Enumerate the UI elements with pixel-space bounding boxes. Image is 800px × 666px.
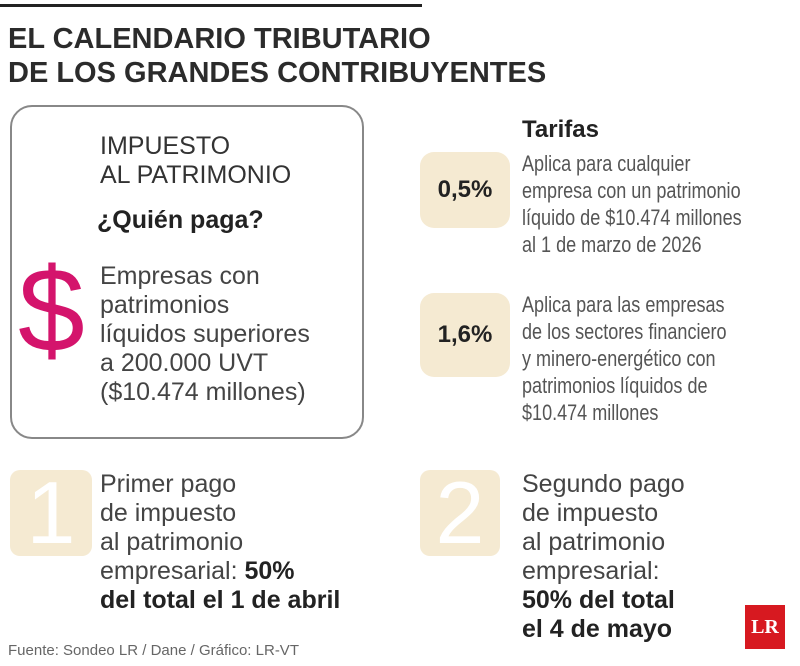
- payment-line: 50% del total: [522, 586, 685, 615]
- text: de impuesto: [522, 499, 659, 527]
- text: de impuesto: [100, 499, 237, 527]
- payment-line: de impuesto: [522, 499, 685, 528]
- description-line: a 200.000 UVT: [100, 349, 269, 377]
- rate-text: Aplica para cualquier empresa con un patr…: [522, 150, 742, 258]
- text: Segundo pago: [522, 470, 685, 498]
- payment-number: 2: [420, 463, 500, 562]
- text: empresarial:: [100, 557, 245, 585]
- payment-number: 1: [10, 463, 92, 562]
- payment-text: Segundo pago de impuesto al patrimonio empr…: [522, 470, 685, 644]
- title-line: DE LOS GRANDES CONTRIBUYENTES: [8, 57, 547, 89]
- payment-line: del total el 1 de abril: [100, 586, 340, 615]
- rate-line: $10.474 millones: [522, 400, 659, 425]
- payment-line: Primer pago: [100, 470, 340, 499]
- payment-line: al patrimonio: [100, 528, 340, 557]
- description-line: líquidos superiores: [100, 320, 310, 348]
- rate-line: y minero-energético con: [522, 346, 716, 371]
- rate-line: al 1 de marzo de 2026: [522, 232, 702, 257]
- rate-badge: 1,6%: [420, 293, 510, 377]
- rate-badge: 0,5%: [420, 152, 510, 228]
- heading-line: AL PATRIMONIO: [100, 161, 292, 189]
- payment-text: Primer pago de impuesto al patrimonio empre…: [100, 470, 340, 615]
- emphasis: 50%: [244, 557, 295, 585]
- tax-box: [10, 105, 364, 439]
- rate-line: líquido de $10.474 millones: [522, 205, 742, 230]
- payment-line: el 4 de mayo: [522, 615, 685, 644]
- emphasis: del total el 1 de abril: [100, 586, 341, 614]
- description-line: patrimonios: [100, 291, 230, 319]
- description-line: Empresas con: [100, 262, 260, 290]
- rate-line: empresa con un patrimonio: [522, 178, 741, 203]
- payment-line: de impuesto: [100, 499, 340, 528]
- emphasis: 50% del total: [522, 586, 675, 614]
- tax-heading: IMPUESTO AL PATRIMONIO: [100, 132, 291, 190]
- rate-line: Aplica para cualquier: [522, 151, 691, 176]
- source: Fuente: Sondeo LR / Dane / Gráfico: LR-V…: [8, 642, 299, 659]
- logo: LR: [745, 605, 785, 649]
- rate-line: patrimonios líquidos de: [522, 373, 708, 398]
- payment-line: empresarial: 50%: [100, 557, 340, 586]
- heading-line: IMPUESTO: [100, 132, 231, 160]
- title: EL CALENDARIO TRIBUTARIO DE LOS GRANDES …: [8, 22, 546, 90]
- dollar-symbol: $: [18, 243, 85, 377]
- tax-description: Empresas con patrimonios líquidos superior…: [100, 262, 310, 407]
- text: empresarial:: [522, 557, 660, 585]
- rates-heading: Tarifas: [522, 116, 599, 143]
- rate-text: Aplica para las empresas de los sectores …: [522, 291, 727, 426]
- title-line: EL CALENDARIO TRIBUTARIO: [8, 23, 431, 55]
- text: Primer pago: [100, 470, 237, 498]
- description-line: ($10.474 millones): [100, 378, 306, 406]
- emphasis: el 4 de mayo: [522, 615, 673, 643]
- question: ¿Quién paga?: [97, 206, 264, 234]
- payment-line: al patrimonio: [522, 528, 685, 557]
- payment-line: Segundo pago: [522, 470, 685, 499]
- text: al patrimonio: [100, 528, 244, 556]
- rate-line: Aplica para las empresas: [522, 292, 725, 317]
- rate-line: de los sectores financiero: [522, 319, 727, 344]
- top-rule: [0, 4, 422, 7]
- text: al patrimonio: [522, 528, 666, 556]
- payment-line: empresarial:: [522, 557, 685, 586]
